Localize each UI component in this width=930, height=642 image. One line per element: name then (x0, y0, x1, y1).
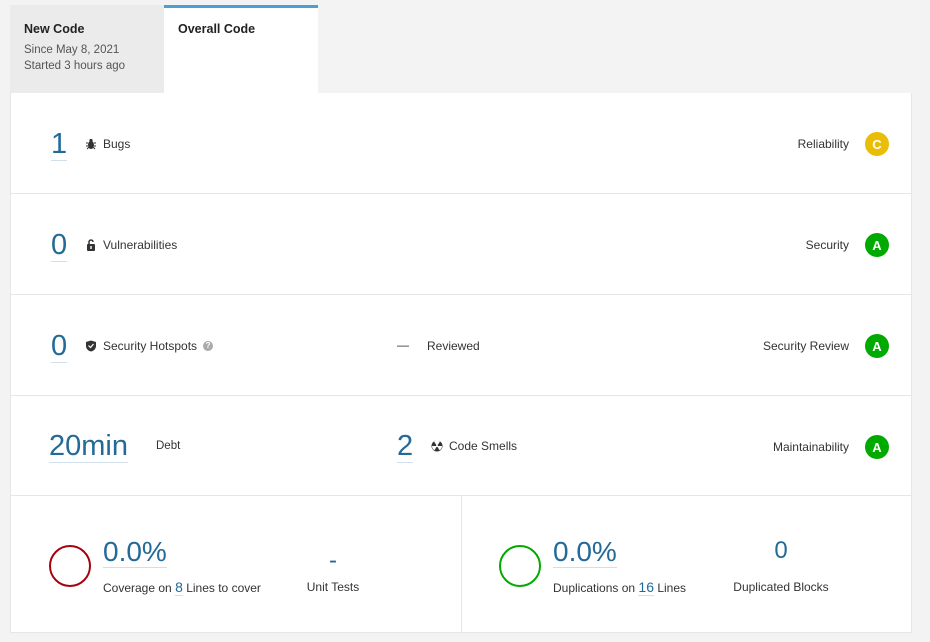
coverage-suffix: Lines to cover (186, 581, 261, 595)
tab-new-code[interactable]: New Code Since May 8, 2021 Started 3 hou… (10, 5, 164, 93)
lock-icon (87, 239, 95, 251)
reviewed-label: Reviewed (427, 339, 480, 353)
duplications-section: 0.0% Duplications on 16 Lines 0 Duplicat… (462, 495, 913, 633)
security-review-label: Security Review (762, 339, 849, 353)
coverage-prefix: Coverage on (103, 581, 172, 595)
reliability-rating-badge[interactable]: C (865, 132, 889, 156)
coverage-value[interactable]: 0.0% (103, 536, 167, 568)
duplications-ring-icon (499, 545, 541, 587)
coverage-duplications-section: 0.0% Coverage on 8 Lines to cover - Unit… (11, 495, 911, 633)
duplications-value[interactable]: 0.0% (553, 536, 617, 568)
vulnerabilities-count[interactable]: 0 (51, 229, 68, 262)
duplications-lines-link[interactable]: 16 (638, 579, 654, 596)
security-rating-badge[interactable]: A (865, 233, 889, 257)
security-hotspots-row: 0 Security Hotspots ? — Reviewed Securit… (11, 295, 911, 396)
security-label: Security (805, 238, 849, 252)
tab-new-code-started: Started 3 hours ago (24, 60, 126, 72)
code-smells-count[interactable]: 2 (397, 430, 414, 463)
security-hotspots-label: Security Hotspots (103, 339, 198, 353)
bugs-label-group: Bugs (85, 137, 130, 151)
duplicated-blocks-label: Duplicated Blocks (733, 580, 829, 594)
coverage-ring-icon (49, 545, 91, 587)
security-review-rating-badge[interactable]: A (865, 334, 889, 358)
help-icon[interactable]: ? (203, 341, 214, 351)
bugs-label: Bugs (103, 137, 131, 151)
duplications-suffix: Lines (657, 581, 687, 595)
tab-new-code-since: Since May 8, 2021 (24, 44, 120, 56)
unit-tests-label: Unit Tests (306, 580, 360, 594)
tab-new-code-title: New Code (24, 22, 85, 36)
reliability-label: Reliability (797, 137, 849, 151)
vulnerabilities-label: Vulnerabilities (103, 238, 178, 252)
tab-overall-code-title: Overall Code (178, 22, 256, 36)
duplications-prefix: Duplications on (553, 581, 636, 595)
debt-label: Debt (156, 440, 181, 452)
vulnerabilities-label-group: Vulnerabilities (85, 238, 177, 252)
maintainability-label: Maintainability (772, 440, 849, 454)
security-hotspots-count[interactable]: 0 (51, 330, 68, 363)
code-period-tabs: New Code Since May 8, 2021 Started 3 hou… (10, 5, 318, 93)
bugs-count[interactable]: 1 (51, 128, 68, 161)
maintainability-rating-badge[interactable]: A (865, 435, 889, 459)
duplicated-blocks-value[interactable]: 0 (774, 537, 788, 564)
bug-icon (86, 138, 96, 150)
coverage-lines-link[interactable]: 8 (175, 579, 183, 596)
tab-overall-code[interactable]: Overall Code (164, 5, 318, 93)
shield-icon (86, 340, 96, 352)
measures-panel: 1 Bugs Reliability C 0 Vulnerabilities S… (10, 93, 912, 633)
radiation-icon (431, 440, 443, 452)
code-smells-label: Code Smells (449, 439, 518, 453)
bugs-row: 1 Bugs Reliability C (11, 93, 911, 194)
reviewed-value[interactable]: — (397, 338, 409, 352)
coverage-description: Coverage on 8 Lines to cover (103, 579, 261, 596)
code-smells-label-group: Code Smells (431, 439, 517, 453)
vulnerabilities-row: 0 Vulnerabilities Security A (11, 194, 911, 295)
duplications-description: Duplications on 16 Lines (553, 579, 687, 596)
unit-tests-value[interactable]: - (329, 547, 337, 574)
maintainability-row: 20min Debt 2 Code Smells Maintainability… (11, 395, 911, 496)
coverage-section: 0.0% Coverage on 8 Lines to cover - Unit… (11, 495, 462, 633)
debt-value[interactable]: 20min (49, 430, 128, 463)
security-hotspots-label-group: Security Hotspots ? (85, 339, 214, 353)
